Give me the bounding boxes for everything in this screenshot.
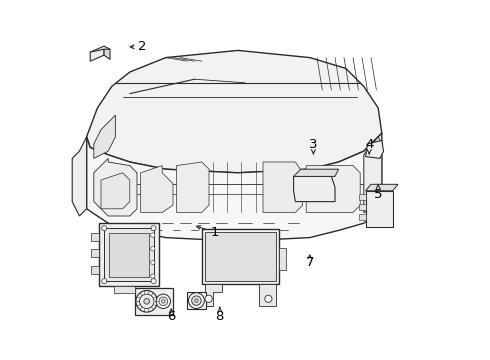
Polygon shape: [366, 191, 392, 227]
Circle shape: [151, 260, 155, 265]
Circle shape: [195, 299, 198, 302]
Circle shape: [156, 294, 171, 309]
Polygon shape: [90, 49, 104, 61]
Polygon shape: [114, 286, 135, 293]
Polygon shape: [94, 158, 137, 216]
Circle shape: [151, 226, 156, 231]
Polygon shape: [90, 46, 110, 58]
Polygon shape: [141, 166, 173, 212]
Polygon shape: [94, 115, 116, 158]
Polygon shape: [87, 133, 382, 241]
Circle shape: [151, 247, 155, 251]
Circle shape: [205, 295, 212, 302]
Circle shape: [102, 226, 107, 231]
Polygon shape: [176, 162, 209, 212]
Polygon shape: [294, 176, 335, 202]
Polygon shape: [359, 214, 366, 220]
Circle shape: [192, 296, 201, 305]
Text: 2: 2: [138, 40, 147, 53]
Polygon shape: [109, 233, 149, 277]
Circle shape: [136, 291, 157, 312]
Polygon shape: [104, 228, 153, 281]
Polygon shape: [205, 284, 221, 306]
Polygon shape: [72, 137, 87, 216]
Polygon shape: [187, 292, 206, 309]
Circle shape: [151, 279, 156, 284]
Polygon shape: [259, 284, 276, 306]
Polygon shape: [263, 162, 303, 212]
Polygon shape: [91, 249, 99, 257]
Circle shape: [144, 298, 149, 304]
Polygon shape: [101, 173, 130, 209]
Polygon shape: [279, 248, 286, 270]
Polygon shape: [91, 266, 99, 274]
Polygon shape: [364, 137, 382, 212]
Text: 4: 4: [365, 138, 373, 150]
Polygon shape: [306, 166, 360, 212]
Polygon shape: [104, 49, 110, 59]
Polygon shape: [366, 140, 384, 158]
Polygon shape: [135, 288, 173, 315]
Text: 1: 1: [210, 226, 219, 239]
Circle shape: [162, 300, 165, 303]
Circle shape: [265, 295, 272, 302]
Text: 7: 7: [306, 256, 314, 269]
Circle shape: [189, 293, 204, 309]
Polygon shape: [359, 204, 366, 210]
Text: 8: 8: [216, 310, 224, 323]
Text: 6: 6: [167, 310, 175, 323]
Text: 5: 5: [374, 188, 383, 201]
Circle shape: [102, 279, 107, 284]
Polygon shape: [205, 232, 275, 281]
Circle shape: [151, 274, 155, 278]
Polygon shape: [359, 194, 366, 200]
Polygon shape: [366, 184, 398, 191]
Polygon shape: [294, 169, 339, 176]
Polygon shape: [91, 233, 99, 241]
Polygon shape: [87, 50, 382, 173]
Circle shape: [151, 233, 155, 237]
Polygon shape: [99, 223, 159, 286]
Polygon shape: [202, 229, 279, 284]
Circle shape: [140, 294, 154, 309]
Text: 3: 3: [309, 138, 318, 150]
Circle shape: [159, 297, 168, 306]
